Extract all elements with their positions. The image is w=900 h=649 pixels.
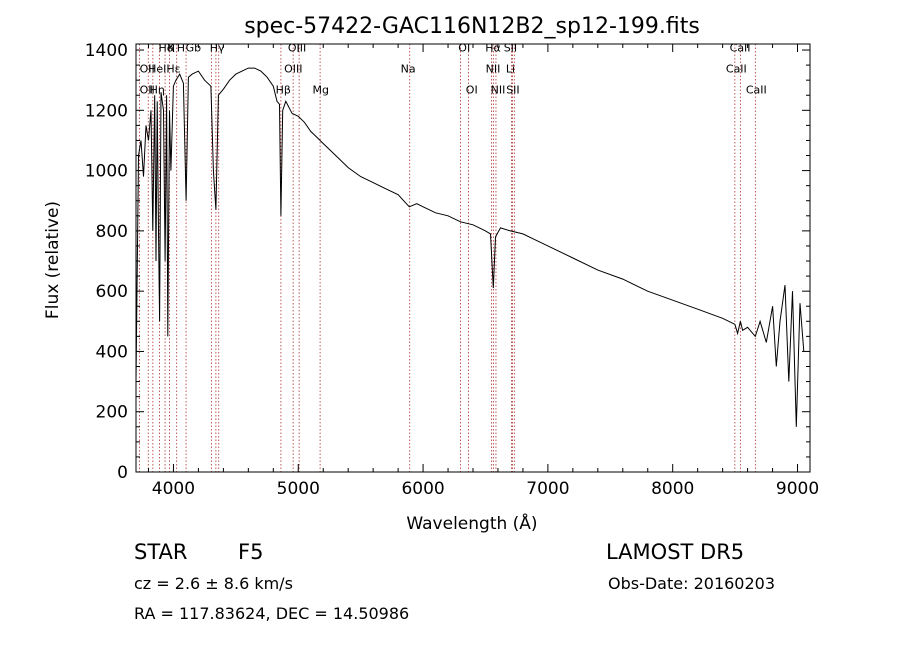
line-label: OI (458, 42, 470, 55)
emission-line-markers (138, 44, 756, 472)
line-label: Hβ (276, 84, 291, 97)
x-tick-label: 8000 (651, 479, 694, 499)
line-label: CaII (746, 84, 767, 97)
line-label: K (167, 42, 175, 55)
y-tick-label: 1200 (85, 101, 128, 121)
line-label: Mg (312, 84, 328, 97)
line-label: CaII (730, 42, 751, 55)
x-tick-label: 5000 (277, 479, 320, 499)
chart-title: spec-57422-GAC116N12B2_sp12-199.fits (244, 14, 700, 39)
redshift-velocity: cz = 2.6 ± 8.6 km/s (134, 574, 293, 593)
line-label: Hε (166, 63, 180, 76)
line-label: OII (140, 84, 155, 97)
y-tick-label: 200 (96, 403, 128, 423)
line-label: Hη (150, 84, 165, 97)
line-label: OI (466, 84, 478, 97)
plot-frame (135, 43, 811, 473)
observation-date: Obs-Date: 20160203 (608, 574, 776, 593)
object-class: STAR (134, 540, 188, 564)
line-label: OIII (288, 42, 306, 55)
axis-ticks: 4000 5000 6000 7000 8000 9000 0 200 400 600 800 100… (85, 41, 819, 499)
y-tick-label: 400 (96, 342, 128, 362)
y-tick-label: 1000 (85, 162, 128, 182)
line-label: OIII (284, 63, 302, 76)
x-tick-label: 4000 (152, 479, 195, 499)
x-tick-label: 7000 (526, 479, 569, 499)
line-label: Hγ (210, 42, 225, 55)
line-label: H (177, 42, 185, 55)
coordinates: RA = 117.83624, DEC = 14.50986 (134, 604, 410, 623)
y-tick-label: 600 (96, 282, 128, 302)
line-label: CaII (726, 63, 747, 76)
x-tick-label: 6000 (401, 479, 444, 499)
line-label: Hα (485, 42, 501, 55)
y-tick-label: 1400 (85, 41, 128, 61)
y-tick-label: 800 (96, 222, 128, 242)
line-label: NII (491, 84, 506, 97)
y-tick-label: 0 (117, 463, 128, 483)
x-axis-label: Wavelength (Å) (406, 512, 537, 534)
spectrum-line (135, 67, 805, 427)
line-label: Hδ (158, 42, 173, 55)
line-label: OII (140, 63, 155, 76)
line-label: SII (506, 84, 519, 97)
line-label: Li (506, 63, 515, 76)
line-label: Na (401, 63, 416, 76)
object-subclass: F5 (238, 540, 264, 564)
x-tick-label: 9000 (776, 479, 819, 499)
line-label: HeI (148, 63, 166, 76)
survey-name: LAMOST DR5 (606, 540, 745, 564)
y-axis-label: Flux (relative) (43, 201, 63, 319)
line-label: Gb (186, 42, 202, 55)
line-label: SII (504, 42, 517, 55)
line-label: NII (486, 63, 501, 76)
